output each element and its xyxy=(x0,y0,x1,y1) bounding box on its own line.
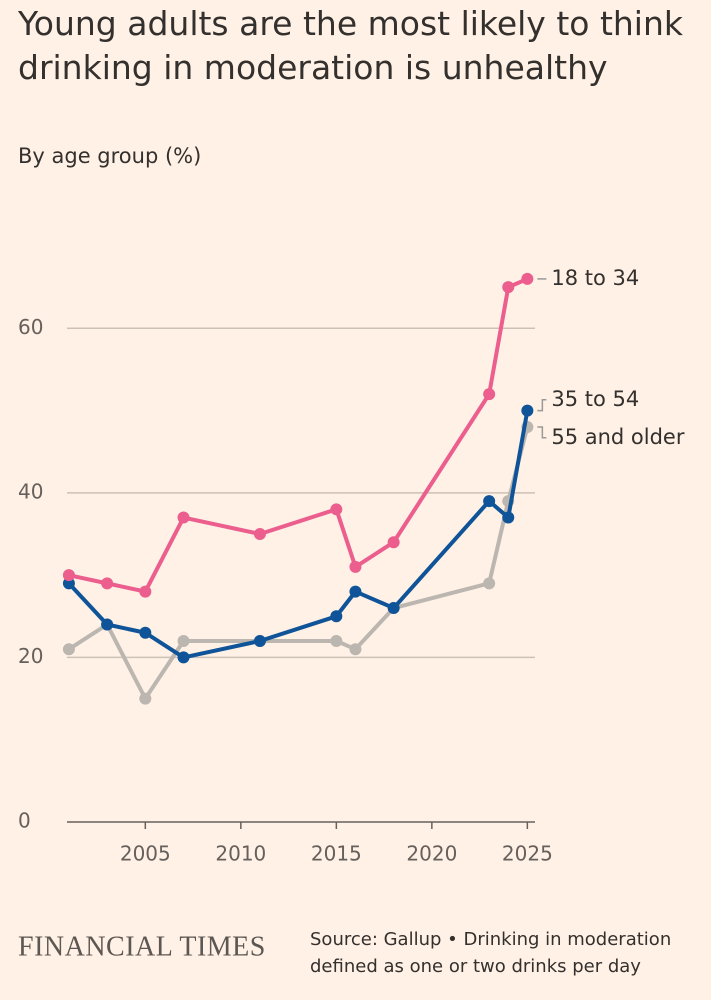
x-tick-label: 2010 xyxy=(215,842,266,866)
data-point xyxy=(330,610,343,623)
series-label: 18 to 34 xyxy=(551,266,639,290)
data-point xyxy=(349,560,362,573)
x-tick-label: 2015 xyxy=(311,842,362,866)
data-point xyxy=(62,643,75,656)
series-label: 35 to 54 xyxy=(551,387,639,411)
data-point xyxy=(62,577,75,590)
brand: FINANCIAL TIMES xyxy=(18,931,266,962)
data-point xyxy=(177,634,190,647)
data-point xyxy=(483,495,496,508)
data-point xyxy=(62,569,75,582)
data-point xyxy=(101,618,114,631)
data-point xyxy=(502,281,515,294)
data-point xyxy=(521,272,534,285)
y-tick-label: 20 xyxy=(18,644,43,668)
data-point xyxy=(349,643,362,656)
data-point xyxy=(349,585,362,598)
data-point xyxy=(253,634,266,647)
label-connector xyxy=(537,426,547,439)
chart-title: Young adults are the most likely to thin… xyxy=(18,4,683,87)
series-label: 55 and older xyxy=(551,425,685,449)
data-point xyxy=(139,585,152,598)
data-point xyxy=(483,388,496,401)
data-point xyxy=(387,602,400,615)
series-line xyxy=(68,277,529,594)
y-tick-label: 0 xyxy=(18,809,31,833)
data-point xyxy=(177,511,190,524)
source-note: defined as one or two drinks per day xyxy=(310,956,641,977)
label-connector xyxy=(537,399,547,412)
source-note: Source: Gallup • Drinking in moderation xyxy=(310,929,671,950)
data-point xyxy=(253,528,266,540)
data-point xyxy=(483,577,496,590)
data-point xyxy=(387,536,400,549)
series-line xyxy=(67,410,530,660)
data-point xyxy=(330,503,343,516)
data-point xyxy=(521,404,534,417)
data-point xyxy=(177,651,190,664)
y-tick-label: 40 xyxy=(18,479,43,503)
data-point xyxy=(139,692,152,705)
x-tick-label: 2020 xyxy=(406,842,457,866)
chart-subtitle: By age group (%) xyxy=(18,144,202,168)
data-point xyxy=(330,634,343,647)
data-point xyxy=(139,626,152,639)
y-tick-label: 60 xyxy=(18,315,43,339)
data-point xyxy=(502,511,515,524)
x-tick-label: 2005 xyxy=(120,842,171,866)
data-point xyxy=(101,577,114,590)
x-tick-label: 2025 xyxy=(502,842,553,866)
